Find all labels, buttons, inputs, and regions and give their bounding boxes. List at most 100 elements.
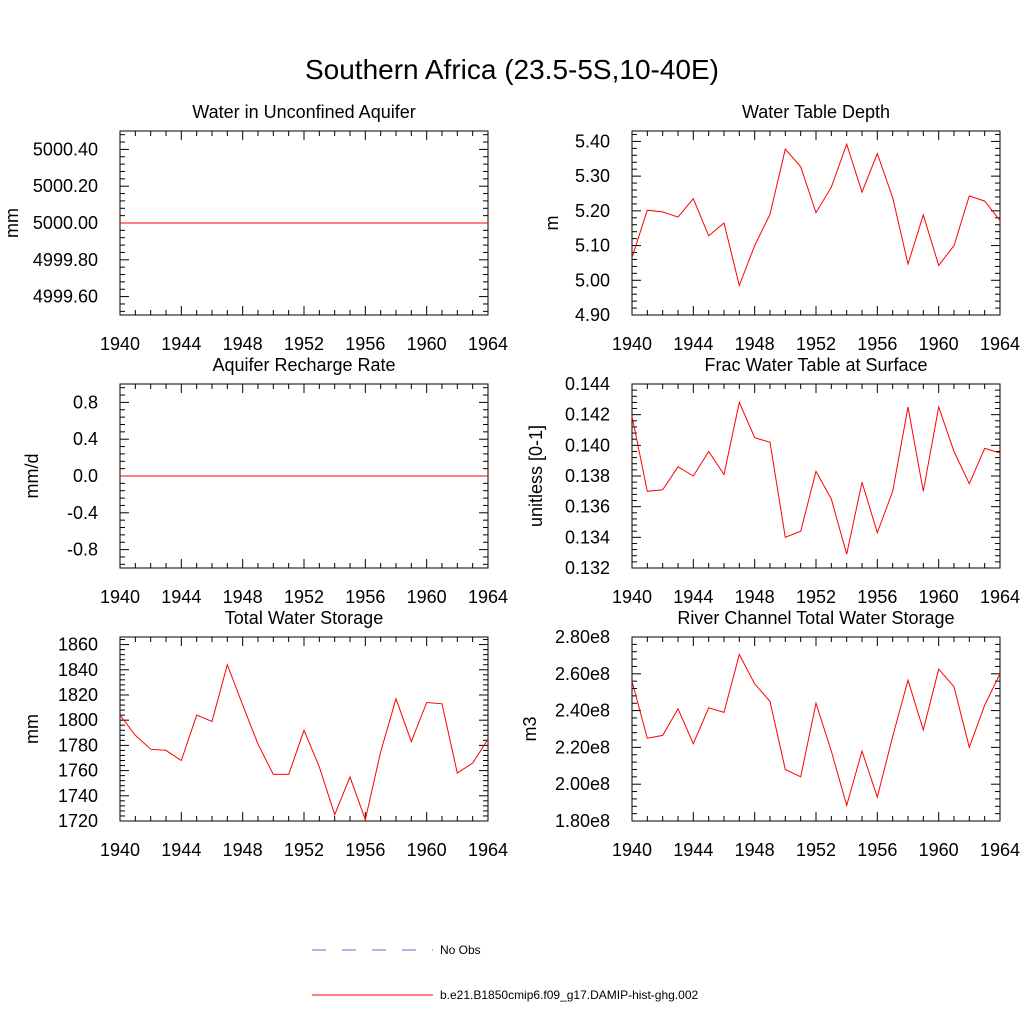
x-tick-label: 1956 (857, 840, 897, 860)
x-tick-label: 1952 (796, 334, 836, 354)
y-tick-label: 4999.80 (33, 250, 98, 270)
y-tick-label: -0.8 (67, 540, 98, 560)
y-tick-label: 4.90 (575, 305, 610, 325)
panel-title: Total Water Storage (225, 608, 383, 628)
figure-title: Southern Africa (23.5-5S,10-40E) (304, 54, 719, 85)
x-tick-label: 1952 (284, 587, 324, 607)
x-tick-label: 1940 (100, 840, 140, 860)
plot-frame (631, 383, 1001, 569)
y-axis-label: unitless [0-1] (526, 425, 546, 527)
y-tick-label: 5.00 (575, 270, 610, 290)
x-tick-label: 1964 (980, 587, 1020, 607)
x-tick-label: 1952 (284, 840, 324, 860)
x-tick-label: 1964 (980, 840, 1020, 860)
x-tick-label: 1952 (796, 840, 836, 860)
x-tick-label: 1944 (161, 334, 201, 354)
panel-title: Water in Unconfined Aquifer (192, 102, 415, 122)
x-tick-label: 1948 (735, 334, 775, 354)
y-tick-label: -0.4 (67, 503, 98, 523)
x-tick-label: 1948 (735, 840, 775, 860)
x-tick-label: 1960 (407, 587, 447, 607)
y-tick-label: 1720 (58, 811, 98, 831)
x-tick-label: 1948 (223, 587, 263, 607)
y-tick-label: 0.140 (565, 435, 610, 455)
y-tick-label: 5000.40 (33, 139, 98, 159)
y-tick-label: 0.8 (73, 392, 98, 412)
legend-model-label: b.e21.B1850cmip6.f09_g17.DAMIP-hist-ghg.… (440, 988, 698, 1002)
x-tick-label: 1960 (407, 840, 447, 860)
y-tick-label: 5000.20 (33, 176, 98, 196)
y-tick-label: 0.0 (73, 466, 98, 486)
legend-obs-label: No Obs (440, 943, 481, 957)
x-tick-label: 1956 (345, 840, 385, 860)
panel-title: Aquifer Recharge Rate (212, 355, 395, 375)
x-tick-label: 1960 (919, 840, 959, 860)
y-tick-label: 5.20 (575, 201, 610, 221)
x-tick-label: 1952 (796, 587, 836, 607)
x-tick-label: 1960 (919, 587, 959, 607)
y-tick-label: 1780 (58, 735, 98, 755)
y-tick-label: 0.142 (565, 405, 610, 425)
x-tick-label: 1940 (100, 587, 140, 607)
y-tick-label: 1740 (58, 786, 98, 806)
panel-title: River Channel Total Water Storage (677, 608, 954, 628)
x-tick-label: 1944 (673, 334, 713, 354)
y-tick-label: 1760 (58, 761, 98, 781)
x-tick-label: 1940 (612, 840, 652, 860)
y-axis-label: m (542, 216, 562, 231)
y-tick-label: 5.40 (575, 131, 610, 151)
y-axis-label: mm (2, 208, 22, 238)
x-tick-label: 1960 (919, 334, 959, 354)
x-tick-label: 1952 (284, 334, 324, 354)
series-line (631, 400, 1001, 555)
y-tick-label: 0.4 (73, 429, 98, 449)
x-tick-label: 1948 (223, 334, 263, 354)
y-tick-label: 0.132 (565, 558, 610, 578)
y-tick-label: 5000.00 (33, 213, 98, 233)
x-tick-label: 1964 (468, 840, 508, 860)
y-tick-label: 0.136 (565, 497, 610, 517)
x-tick-label: 1956 (345, 587, 385, 607)
y-tick-label: 1820 (58, 685, 98, 705)
x-tick-label: 1948 (735, 587, 775, 607)
y-tick-label: 2.40e8 (555, 701, 610, 721)
y-tick-label: 1840 (58, 660, 98, 680)
series-line (631, 653, 1001, 808)
x-tick-label: 1960 (407, 334, 447, 354)
x-tick-label: 1940 (100, 334, 140, 354)
y-tick-label: 1860 (58, 635, 98, 655)
panel-title: Frac Water Table at Surface (704, 355, 927, 375)
y-axis-label: m3 (520, 716, 540, 741)
x-tick-label: 1964 (468, 334, 508, 354)
x-tick-label: 1940 (612, 587, 652, 607)
x-tick-label: 1948 (223, 840, 263, 860)
x-tick-label: 1956 (857, 334, 897, 354)
series-line (631, 142, 1001, 288)
y-axis-label: mm (22, 714, 42, 744)
y-tick-label: 1800 (58, 710, 98, 730)
y-tick-label: 5.30 (575, 166, 610, 186)
y-tick-label: 4999.60 (33, 287, 98, 307)
x-tick-label: 1944 (673, 840, 713, 860)
y-tick-label: 0.138 (565, 466, 610, 486)
panel-title: Water Table Depth (742, 102, 890, 122)
x-tick-label: 1964 (980, 334, 1020, 354)
y-tick-label: 2.20e8 (555, 737, 610, 757)
plot-frame (631, 130, 1001, 316)
y-tick-label: 1.80e8 (555, 811, 610, 831)
x-tick-label: 1956 (345, 334, 385, 354)
y-tick-label: 2.60e8 (555, 664, 610, 684)
y-tick-label: 0.134 (565, 527, 610, 547)
y-tick-label: 5.10 (575, 236, 610, 256)
plot-frame (119, 636, 489, 822)
series-line (119, 663, 489, 822)
x-tick-label: 1944 (673, 587, 713, 607)
x-tick-label: 1944 (161, 840, 201, 860)
x-tick-label: 1940 (612, 334, 652, 354)
y-axis-label: mm/d (22, 454, 42, 499)
y-tick-label: 2.00e8 (555, 774, 610, 794)
y-tick-label: 2.80e8 (555, 627, 610, 647)
x-tick-label: 1956 (857, 587, 897, 607)
x-tick-label: 1964 (468, 587, 508, 607)
